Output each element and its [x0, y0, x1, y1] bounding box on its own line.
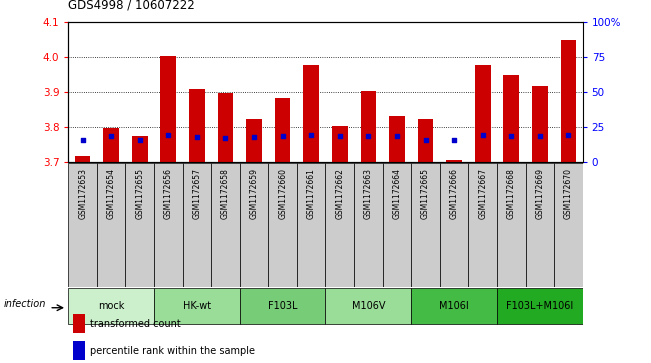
- Point: [477, 132, 488, 138]
- FancyBboxPatch shape: [240, 287, 326, 324]
- Point: [277, 134, 288, 139]
- Point: [392, 133, 402, 139]
- FancyBboxPatch shape: [383, 163, 411, 287]
- Bar: [132, 136, 148, 162]
- Bar: [104, 128, 119, 162]
- Point: [306, 132, 316, 138]
- Bar: [418, 119, 434, 162]
- Text: GSM1172658: GSM1172658: [221, 168, 230, 219]
- Text: infection: infection: [3, 299, 46, 309]
- Bar: [561, 40, 576, 162]
- FancyBboxPatch shape: [240, 163, 268, 287]
- Text: M106I: M106I: [439, 301, 469, 311]
- Point: [135, 137, 145, 143]
- FancyBboxPatch shape: [183, 163, 211, 287]
- Bar: [75, 156, 90, 162]
- Text: GSM1172654: GSM1172654: [107, 168, 116, 219]
- Bar: [303, 65, 319, 162]
- Text: GSM1172668: GSM1172668: [506, 168, 516, 219]
- Bar: [503, 75, 519, 162]
- FancyBboxPatch shape: [68, 287, 154, 324]
- FancyBboxPatch shape: [97, 163, 126, 287]
- FancyBboxPatch shape: [468, 163, 497, 287]
- Point: [163, 132, 174, 138]
- Bar: [217, 93, 233, 162]
- Text: transformed count: transformed count: [90, 319, 181, 329]
- Text: M106V: M106V: [352, 301, 385, 311]
- FancyBboxPatch shape: [497, 287, 583, 324]
- Text: GSM1172667: GSM1172667: [478, 168, 487, 219]
- Text: GSM1172657: GSM1172657: [193, 168, 201, 219]
- Text: GSM1172661: GSM1172661: [307, 168, 316, 219]
- Text: HK-wt: HK-wt: [183, 301, 211, 311]
- Text: GSM1172663: GSM1172663: [364, 168, 373, 219]
- Bar: [389, 116, 405, 162]
- FancyBboxPatch shape: [326, 287, 411, 324]
- Text: GSM1172665: GSM1172665: [421, 168, 430, 219]
- FancyBboxPatch shape: [297, 163, 326, 287]
- Point: [421, 137, 431, 143]
- Bar: [275, 98, 290, 162]
- Text: F103L+M106I: F103L+M106I: [506, 301, 574, 311]
- FancyBboxPatch shape: [68, 163, 97, 287]
- Point: [506, 133, 516, 139]
- FancyBboxPatch shape: [440, 163, 468, 287]
- Text: GSM1172653: GSM1172653: [78, 168, 87, 219]
- Text: GSM1172659: GSM1172659: [249, 168, 258, 219]
- Text: GDS4998 / 10607222: GDS4998 / 10607222: [68, 0, 195, 11]
- Text: GSM1172662: GSM1172662: [335, 168, 344, 219]
- Bar: [74, 341, 85, 360]
- Text: GSM1172669: GSM1172669: [535, 168, 544, 219]
- FancyBboxPatch shape: [154, 163, 183, 287]
- Text: GSM1172655: GSM1172655: [135, 168, 145, 219]
- Text: GSM1172660: GSM1172660: [278, 168, 287, 219]
- FancyBboxPatch shape: [411, 287, 497, 324]
- Text: GSM1172664: GSM1172664: [393, 168, 402, 219]
- Bar: [74, 314, 85, 333]
- Bar: [361, 91, 376, 162]
- Bar: [246, 119, 262, 162]
- Text: percentile rank within the sample: percentile rank within the sample: [90, 346, 255, 356]
- Point: [77, 137, 88, 143]
- Text: GSM1172670: GSM1172670: [564, 168, 573, 219]
- Point: [220, 135, 230, 141]
- FancyBboxPatch shape: [554, 163, 583, 287]
- Point: [191, 134, 202, 140]
- FancyBboxPatch shape: [211, 163, 240, 287]
- Point: [249, 134, 259, 140]
- Point: [335, 133, 345, 139]
- Text: GSM1172656: GSM1172656: [164, 168, 173, 219]
- FancyBboxPatch shape: [525, 163, 554, 287]
- Point: [106, 133, 117, 139]
- FancyBboxPatch shape: [497, 163, 525, 287]
- Bar: [332, 126, 348, 162]
- Bar: [161, 56, 176, 162]
- FancyBboxPatch shape: [154, 287, 240, 324]
- Point: [449, 137, 459, 143]
- Bar: [446, 160, 462, 162]
- FancyBboxPatch shape: [326, 163, 354, 287]
- Text: F103L: F103L: [268, 301, 298, 311]
- FancyBboxPatch shape: [268, 163, 297, 287]
- FancyBboxPatch shape: [354, 163, 383, 287]
- Bar: [189, 89, 205, 162]
- FancyBboxPatch shape: [126, 163, 154, 287]
- FancyBboxPatch shape: [411, 163, 440, 287]
- Bar: [532, 86, 547, 162]
- Text: GSM1172666: GSM1172666: [450, 168, 458, 219]
- Point: [534, 133, 545, 139]
- Point: [363, 133, 374, 139]
- Bar: [475, 65, 490, 162]
- Point: [563, 132, 574, 138]
- Text: mock: mock: [98, 301, 124, 311]
